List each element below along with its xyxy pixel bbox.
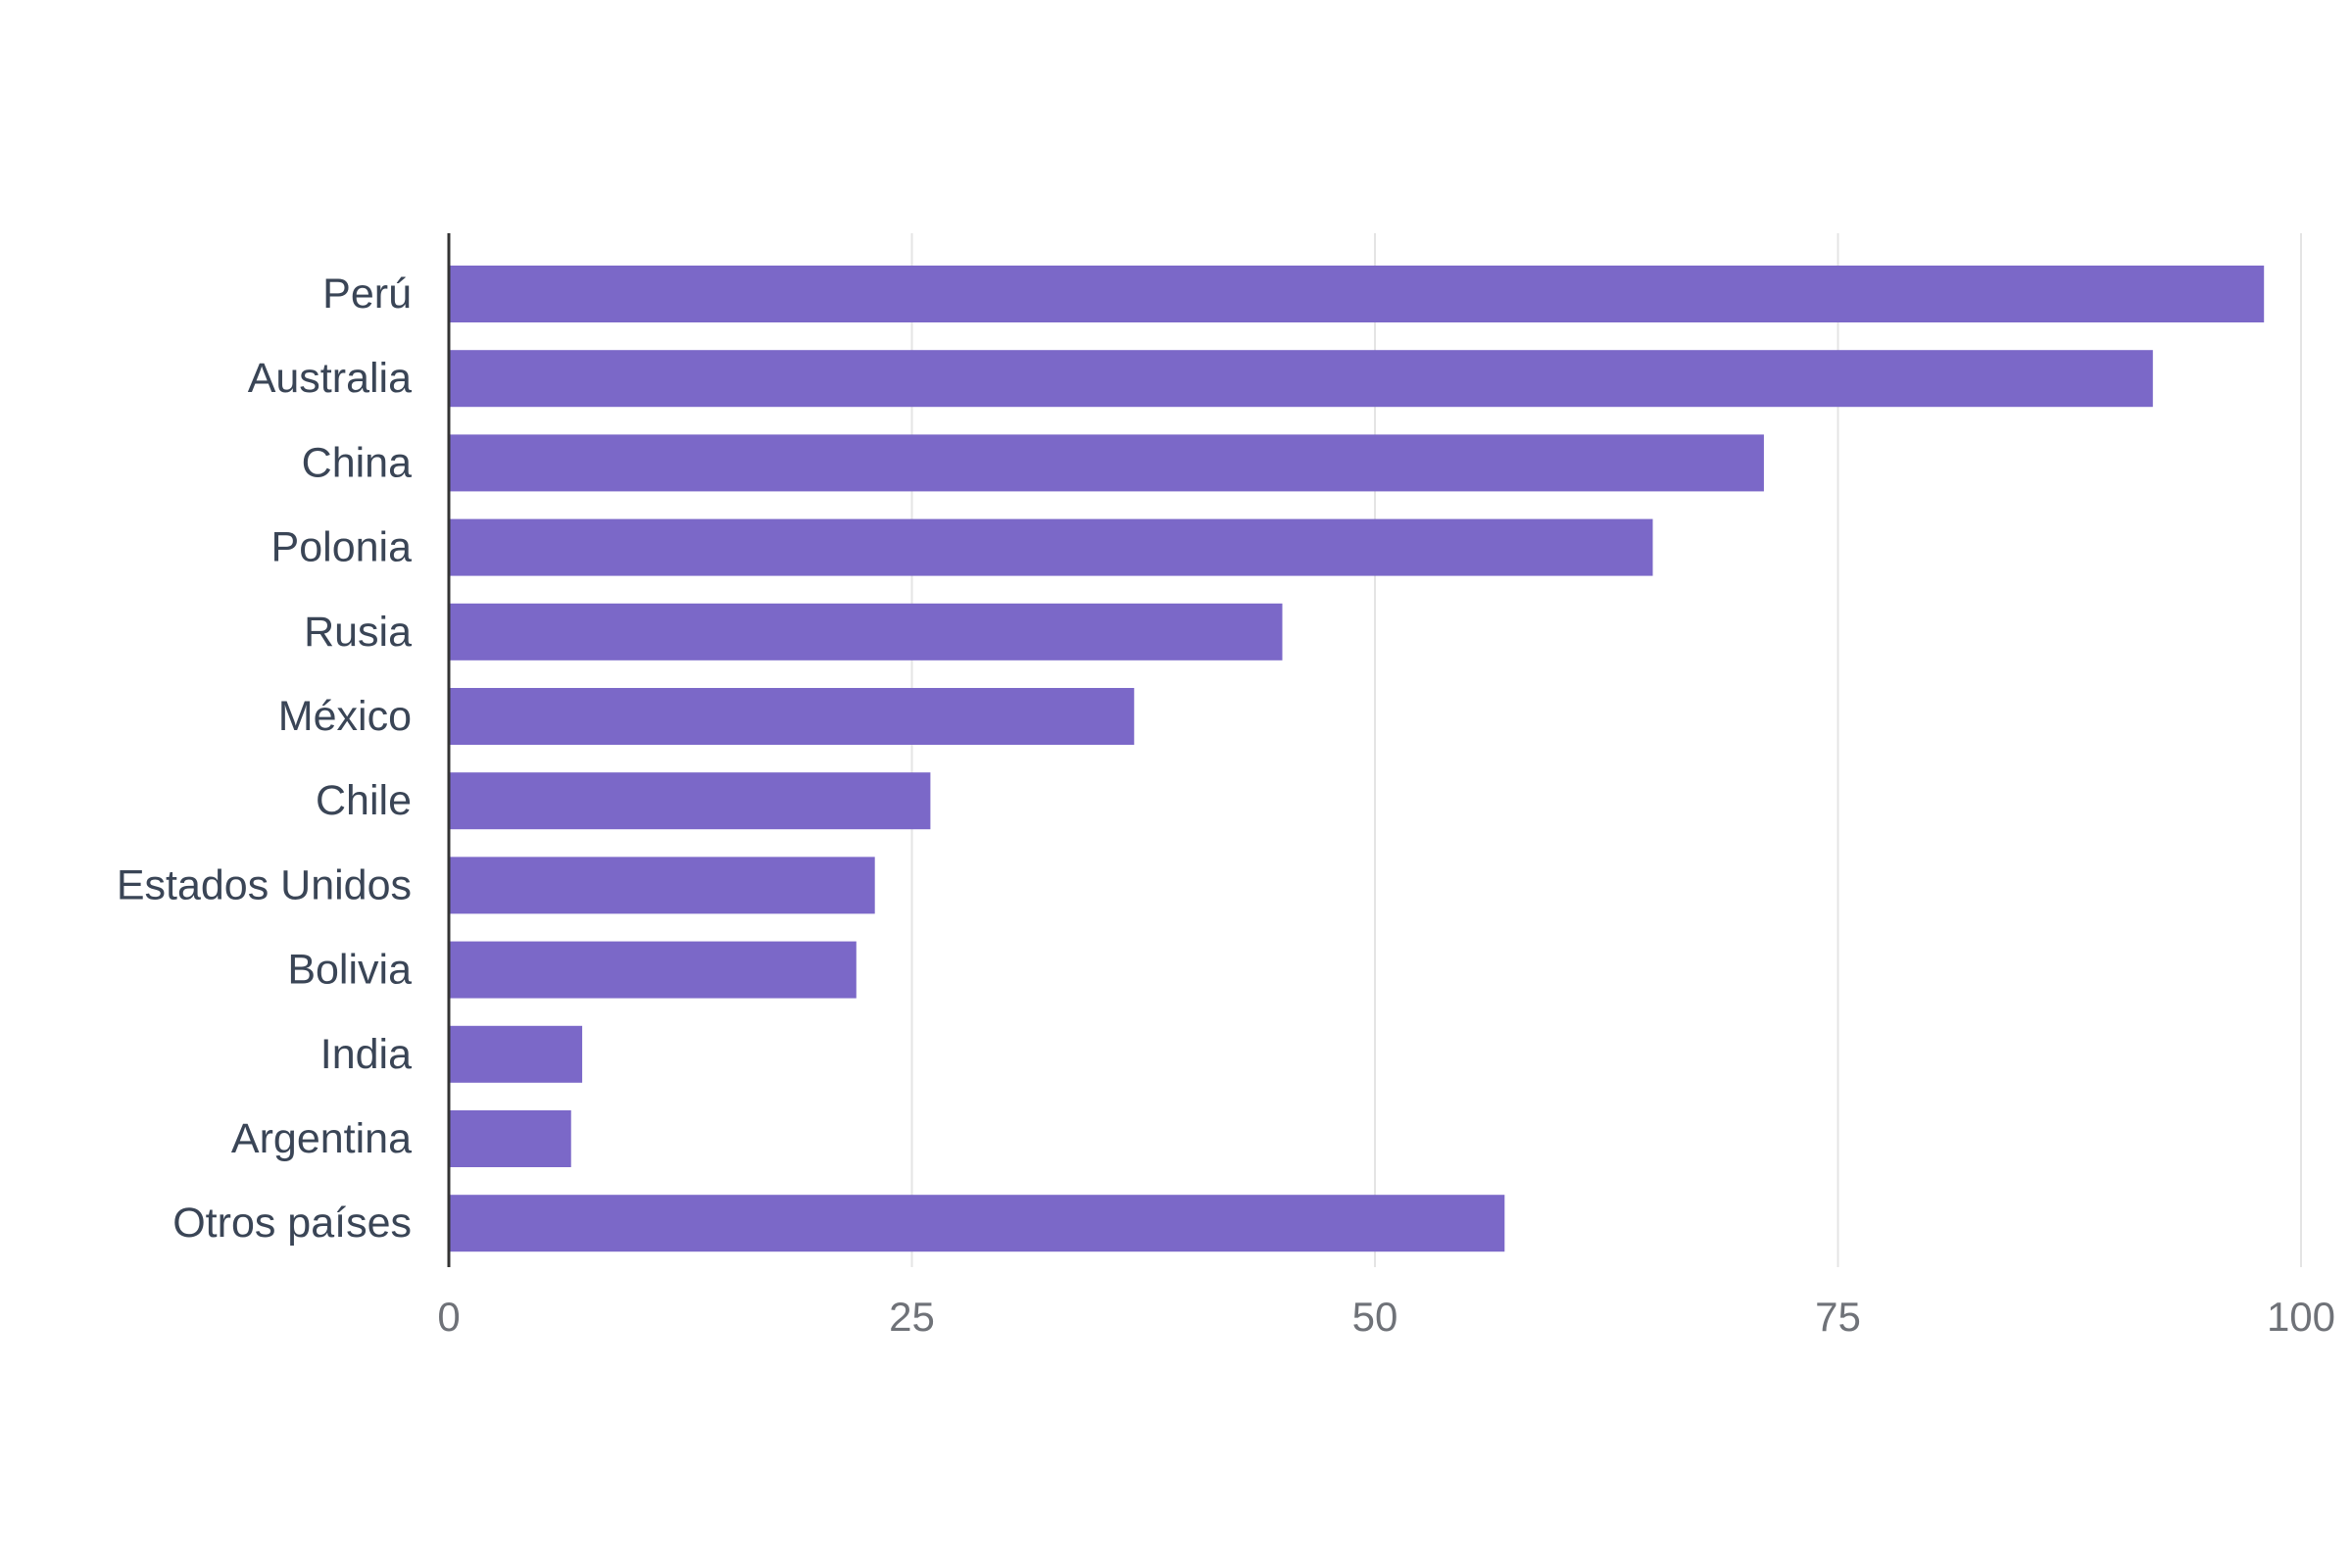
x-tick-label-25: 25 bbox=[889, 1294, 935, 1340]
bar-11 bbox=[449, 1195, 1505, 1252]
category-label-11: Otros países bbox=[172, 1200, 412, 1247]
category-label-8: Bolivia bbox=[287, 947, 412, 994]
category-label-9: India bbox=[320, 1031, 412, 1078]
category-label-2: China bbox=[302, 439, 412, 486]
bar-3 bbox=[449, 518, 1653, 576]
category-label-4: Rusia bbox=[304, 609, 412, 656]
x-tick-label-0: 0 bbox=[437, 1294, 460, 1340]
x-tick-label-100: 100 bbox=[2267, 1294, 2335, 1340]
bar-10 bbox=[449, 1110, 571, 1167]
category-label-6: Chile bbox=[316, 777, 412, 824]
bar-5 bbox=[449, 688, 1135, 745]
category-label-1: Australia bbox=[248, 355, 412, 402]
bar-1 bbox=[449, 350, 2153, 408]
bar-7 bbox=[449, 857, 875, 914]
bar-2 bbox=[449, 434, 1764, 492]
category-labels: Perú Australia China Polonia Rusia México Chil… bbox=[117, 270, 412, 1247]
bar-6 bbox=[449, 772, 931, 830]
bars bbox=[449, 266, 2265, 1252]
bar-9 bbox=[449, 1025, 583, 1083]
x-tick-label-50: 50 bbox=[1352, 1294, 1398, 1340]
x-tick-label-75: 75 bbox=[1815, 1294, 1861, 1340]
category-label-10: Argentina bbox=[231, 1115, 412, 1162]
bar-4 bbox=[449, 603, 1283, 661]
category-label-3: Polonia bbox=[271, 524, 413, 571]
x-tick-labels: 0 25 50 75 100 bbox=[437, 1294, 2335, 1340]
category-label-7: Estados Unidos bbox=[117, 861, 412, 908]
category-label-0: Perú bbox=[322, 270, 412, 318]
category-label-5: México bbox=[278, 693, 412, 740]
bar-0 bbox=[449, 266, 2265, 322]
bar-8 bbox=[449, 941, 857, 999]
